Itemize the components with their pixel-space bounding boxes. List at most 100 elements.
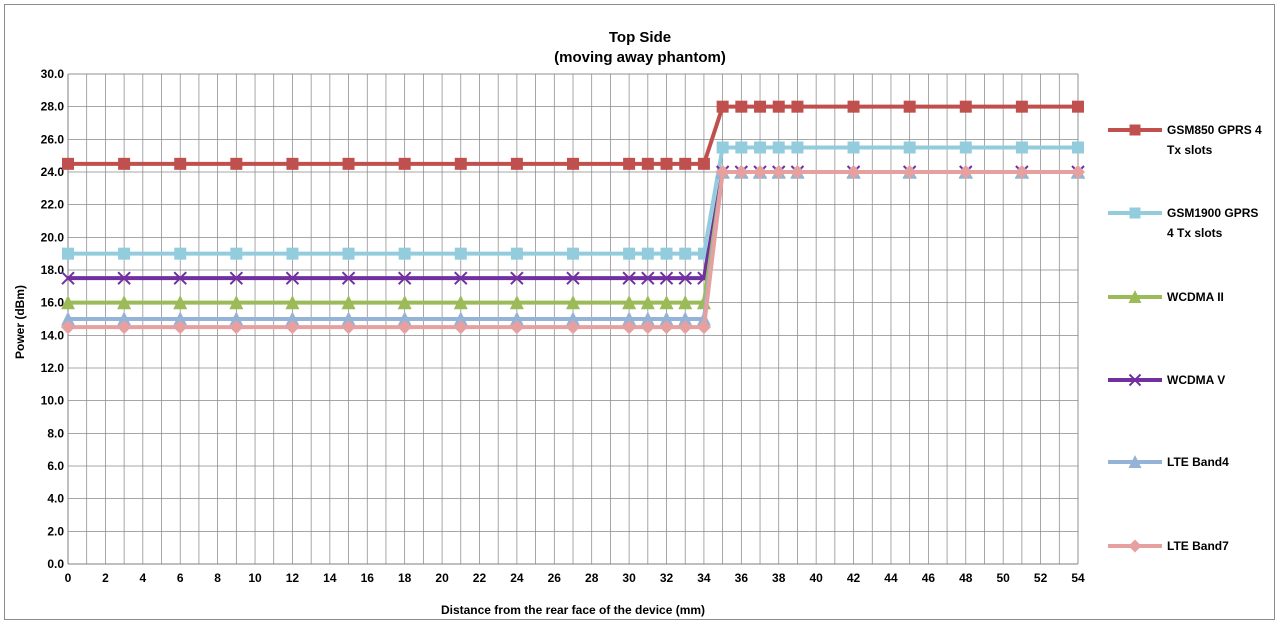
data-point — [398, 157, 411, 170]
x-tick-label: 40 — [809, 571, 823, 585]
data-point — [510, 247, 523, 260]
series-gsm850-gprs-4-tx-slots — [62, 100, 1084, 170]
y-tick-label: 2.0 — [47, 524, 64, 538]
data-point — [1015, 100, 1028, 113]
x-tick-label: 34 — [697, 571, 711, 585]
data-point — [678, 295, 693, 310]
data-point — [1071, 165, 1085, 179]
data-point — [173, 271, 187, 285]
data-point — [678, 320, 693, 335]
data-point — [772, 100, 785, 113]
data-point — [229, 271, 244, 285]
x-tick-label: 30 — [622, 571, 636, 585]
data-point — [510, 157, 523, 170]
data-point — [846, 165, 861, 179]
chart-subtitle: (moving away phantom) — [554, 49, 726, 66]
x-tick-label: 44 — [884, 571, 898, 585]
data-point — [117, 320, 132, 335]
data-point — [753, 165, 768, 179]
data-point — [61, 271, 75, 285]
data-point — [716, 141, 729, 154]
x-tick-labels: 0 2 4 6 8 10 12 14 16 18 20 22 24 26 28 30 32 34 36 38 40 42 4… — [65, 571, 1085, 585]
y-tick-label: 4.0 — [47, 492, 64, 506]
data-point — [622, 320, 637, 335]
data-point — [641, 271, 655, 285]
x-tick-label: 4 — [139, 571, 146, 585]
x-tick-label: 6 — [177, 571, 184, 585]
legend-item: WCDMA V — [1108, 373, 1225, 387]
legend-label: LTE Band7 — [1167, 539, 1229, 553]
data-point — [173, 320, 188, 335]
data-point — [397, 320, 412, 335]
data-point — [959, 141, 972, 154]
data-point — [622, 271, 636, 285]
data-point — [173, 311, 188, 326]
data-point — [285, 295, 300, 310]
data-point — [772, 141, 785, 154]
data-point — [454, 157, 467, 170]
data-point — [678, 311, 693, 326]
data-point — [754, 100, 767, 113]
data-point — [735, 100, 748, 113]
data-point — [230, 247, 243, 260]
x-tick-label: 8 — [214, 571, 221, 585]
data-point — [679, 157, 692, 170]
series-lte-band7 — [61, 165, 1085, 335]
legend-label: WCDMA II — [1167, 290, 1224, 304]
x-tick-label: 48 — [959, 571, 973, 585]
y-tick-label: 0.0 — [47, 557, 64, 571]
data-point — [1072, 141, 1084, 154]
y-tick-label: 28.0 — [41, 100, 65, 114]
data-point — [679, 247, 692, 260]
data-point — [286, 157, 299, 170]
y-tick-label: 20.0 — [41, 230, 65, 244]
y-tick-label: 8.0 — [47, 426, 64, 440]
series-group — [61, 100, 1085, 335]
data-point — [1128, 539, 1142, 553]
data-point — [509, 311, 524, 326]
data-point — [660, 157, 673, 170]
data-point — [509, 320, 524, 335]
data-point — [342, 157, 355, 170]
data-point — [622, 295, 637, 310]
data-point — [453, 320, 468, 335]
data-point — [659, 271, 674, 285]
data-point — [341, 320, 356, 335]
data-point — [397, 311, 412, 326]
data-point — [117, 271, 131, 285]
x-tick-label: 20 — [435, 571, 449, 585]
data-point — [847, 141, 860, 154]
data-point — [567, 157, 579, 170]
y-tick-label: 14.0 — [41, 328, 65, 342]
data-point — [174, 247, 187, 260]
data-point — [640, 311, 655, 326]
legend-label: LTE Band4 — [1167, 455, 1229, 469]
data-point — [285, 271, 300, 285]
data-point — [902, 165, 917, 179]
data-point — [958, 165, 973, 179]
data-point — [285, 311, 300, 326]
data-point — [285, 320, 300, 335]
y-tick-label: 22.0 — [41, 198, 65, 212]
legend-label: WCDMA V — [1167, 373, 1225, 387]
legend-item: LTE Band7 — [1108, 539, 1229, 553]
data-point — [959, 100, 972, 113]
data-point — [341, 295, 356, 310]
y-tick-label: 6.0 — [47, 459, 64, 473]
data-point — [117, 295, 132, 310]
x-tick-label: 14 — [323, 571, 337, 585]
data-point — [566, 320, 580, 335]
x-tick-label: 16 — [361, 571, 375, 585]
data-point — [716, 100, 729, 113]
data-point — [1072, 100, 1084, 113]
data-point — [397, 295, 412, 310]
legend-label: GSM1900 GPRS — [1167, 206, 1258, 220]
data-point — [791, 100, 804, 113]
legend-item: WCDMA II — [1108, 289, 1224, 304]
data-point — [62, 247, 74, 260]
x-tick-label: 0 — [65, 571, 72, 585]
data-point — [660, 247, 673, 260]
x-tick-label: 46 — [922, 571, 936, 585]
data-point — [286, 247, 299, 260]
data-point — [640, 295, 655, 310]
